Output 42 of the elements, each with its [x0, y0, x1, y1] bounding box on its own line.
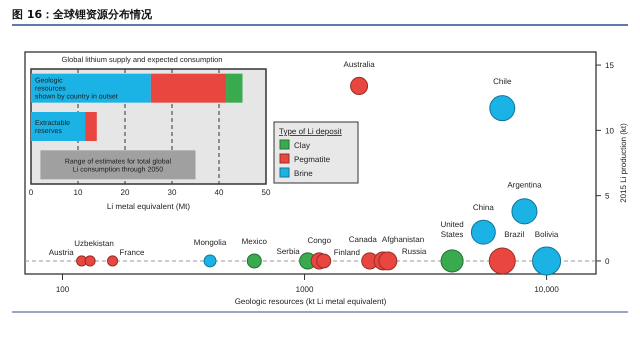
- annotation: Afghanistan: [382, 234, 424, 244]
- annotation: Russia: [402, 246, 427, 256]
- annotation: Austria: [48, 248, 74, 257]
- annotation: France: [120, 248, 146, 257]
- x-tick-label: 10,000: [534, 285, 560, 294]
- x-tick-label: 1000: [296, 285, 314, 294]
- annotation: Australia: [344, 60, 376, 69]
- x-axis-title: Geologic resources (kt Li metal equivalent): [234, 297, 387, 306]
- bar: [226, 74, 242, 103]
- annotation: Argentina: [507, 180, 542, 190]
- legend-title: Type of Li deposit: [279, 127, 342, 136]
- x-tick-label: 20: [120, 188, 130, 197]
- annotation: Uzbekistan: [74, 238, 114, 248]
- annotation: Congo: [307, 236, 332, 245]
- bar: [85, 112, 97, 141]
- annotation: Chile: [493, 77, 512, 86]
- chart-title: 图 16：全球锂资源分布情况: [12, 8, 154, 21]
- y-tick-label: 10: [605, 126, 614, 136]
- annotation: Brazil: [504, 230, 524, 239]
- annotation: Mexico: [242, 236, 268, 246]
- y-tick-label: 15: [605, 61, 614, 70]
- annotation: China: [472, 203, 494, 212]
- annotation: Finland: [334, 248, 360, 257]
- y-axis-title: 2015 Li production (kt): [619, 122, 628, 203]
- x-tick-label: 50: [262, 188, 271, 197]
- annotation: United States: [440, 220, 464, 239]
- x-axis-title: Li metal equivalent (Mt): [106, 202, 190, 211]
- legend-label: Clay: [294, 141, 310, 150]
- bar: [150, 74, 226, 103]
- legend-label: Brine: [294, 169, 314, 178]
- x-tick-label: 40: [214, 188, 224, 197]
- x-tick-label: 10: [74, 188, 83, 197]
- annotation: Bolivia: [534, 230, 559, 239]
- y-tick-label: 0: [605, 256, 610, 266]
- annotation: Serbia: [276, 246, 300, 256]
- annotation: Canada: [348, 234, 378, 244]
- x-tick-label: 30: [168, 188, 177, 197]
- legend-label: Pegmatite: [294, 155, 331, 164]
- y-tick-label: 5: [605, 192, 610, 201]
- x-tick-label: 100: [56, 285, 70, 294]
- annotation: Mongolia: [194, 238, 227, 247]
- x-tick-label: 0: [28, 188, 34, 197]
